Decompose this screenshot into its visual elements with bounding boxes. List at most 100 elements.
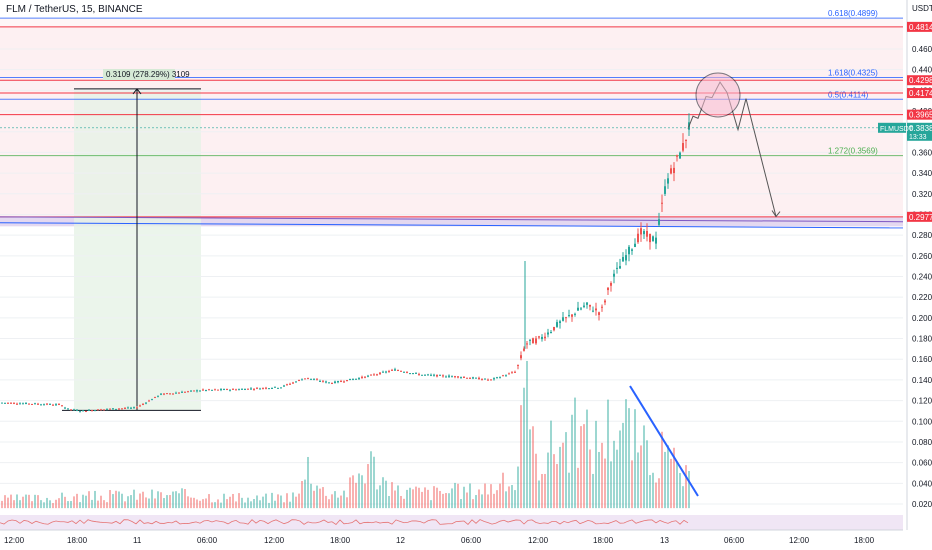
candle-body xyxy=(319,380,321,382)
candle-body xyxy=(586,302,588,305)
candle-body xyxy=(529,339,531,341)
volume-bar xyxy=(271,492,273,509)
volume-bar xyxy=(163,498,165,509)
volume-bar xyxy=(181,488,183,509)
volume-bar xyxy=(634,409,636,509)
candle-body xyxy=(73,409,75,411)
volume-bar xyxy=(610,461,612,509)
volume-bar xyxy=(298,493,300,509)
candle-body xyxy=(163,393,165,395)
volume-bar xyxy=(124,501,126,509)
candle-body xyxy=(412,373,414,375)
volume-bar xyxy=(91,499,93,509)
volume-bar xyxy=(184,489,186,509)
candle-body xyxy=(505,375,507,377)
measure-label: 0.3109 (278.29%) 3109 xyxy=(106,70,190,79)
volume-bar xyxy=(580,426,582,509)
volume-bar xyxy=(562,442,564,509)
candle-body xyxy=(394,369,396,371)
volume-bar xyxy=(211,502,213,509)
volume-bar xyxy=(283,502,285,509)
candle-body xyxy=(235,389,237,391)
candle-body xyxy=(301,379,303,381)
volume-bar xyxy=(136,499,138,509)
candle-body xyxy=(250,388,252,390)
volume-bar xyxy=(121,493,123,509)
volume-bar xyxy=(22,496,24,509)
volume-bar xyxy=(148,498,150,509)
candle-body xyxy=(1,402,3,404)
volume-bar xyxy=(469,483,471,509)
volume-bar xyxy=(199,500,201,509)
candle-body xyxy=(568,315,570,317)
candle-body xyxy=(532,338,534,344)
volume-bar xyxy=(613,440,615,509)
volume-bar xyxy=(643,425,645,509)
volume-bar xyxy=(214,502,216,509)
zone-top xyxy=(0,18,903,27)
volume-bar xyxy=(598,451,600,509)
volume-bar xyxy=(343,490,345,509)
candle-body xyxy=(499,377,501,379)
volume-bar xyxy=(112,494,114,509)
volume-bar xyxy=(517,466,519,509)
candle-body xyxy=(145,402,147,404)
candle-body xyxy=(274,386,276,388)
candle-body xyxy=(43,404,45,406)
candle-body xyxy=(565,317,567,319)
candle-body xyxy=(25,402,27,405)
volume-bar xyxy=(79,502,81,509)
volume-bar xyxy=(454,482,456,509)
volume-bar xyxy=(115,490,117,509)
volume-bar xyxy=(34,494,36,509)
candle-body xyxy=(397,370,399,372)
candle-body xyxy=(538,336,540,338)
volume-bar xyxy=(331,494,333,509)
candle-body xyxy=(652,236,654,242)
candle-body xyxy=(475,377,477,379)
candle-body xyxy=(19,403,21,405)
volume-bar xyxy=(607,399,609,509)
volume-bar xyxy=(295,496,297,509)
indicator-pane xyxy=(0,515,903,530)
volume-bar xyxy=(373,456,375,509)
candle-body xyxy=(487,379,489,381)
price-tag-bg-1 xyxy=(907,75,932,86)
candle-body xyxy=(676,155,678,157)
candle-body xyxy=(124,408,126,410)
volume-bar xyxy=(361,475,363,509)
volume-bar xyxy=(142,491,144,509)
candle-body xyxy=(592,310,594,312)
x-tick-0: 12:00 xyxy=(4,536,25,545)
candle-body xyxy=(517,364,519,366)
volume-bar xyxy=(412,489,414,509)
current-price-tag-bg xyxy=(907,122,932,141)
candle-body xyxy=(484,378,486,380)
volume-bar xyxy=(400,495,402,509)
candle-body xyxy=(199,390,201,392)
volume-bar xyxy=(49,500,51,509)
fib-label-1: 1.618(0.4325) xyxy=(828,68,878,77)
candle-body xyxy=(283,385,285,387)
volume-bar xyxy=(259,500,261,509)
volume-bar xyxy=(442,493,444,509)
candle-body xyxy=(367,375,369,377)
volume-bar xyxy=(370,451,372,509)
volume-bar xyxy=(676,462,678,509)
candle-body xyxy=(406,372,408,374)
candle-body xyxy=(334,381,336,384)
x-tick-11: 06:00 xyxy=(724,536,745,545)
candle-body xyxy=(265,387,267,389)
volume-bar xyxy=(532,426,534,509)
candle-body xyxy=(364,376,366,378)
volume-bar xyxy=(559,446,561,509)
volume-bar xyxy=(496,490,498,509)
volume-bar xyxy=(649,475,651,509)
candle-body xyxy=(205,389,207,391)
